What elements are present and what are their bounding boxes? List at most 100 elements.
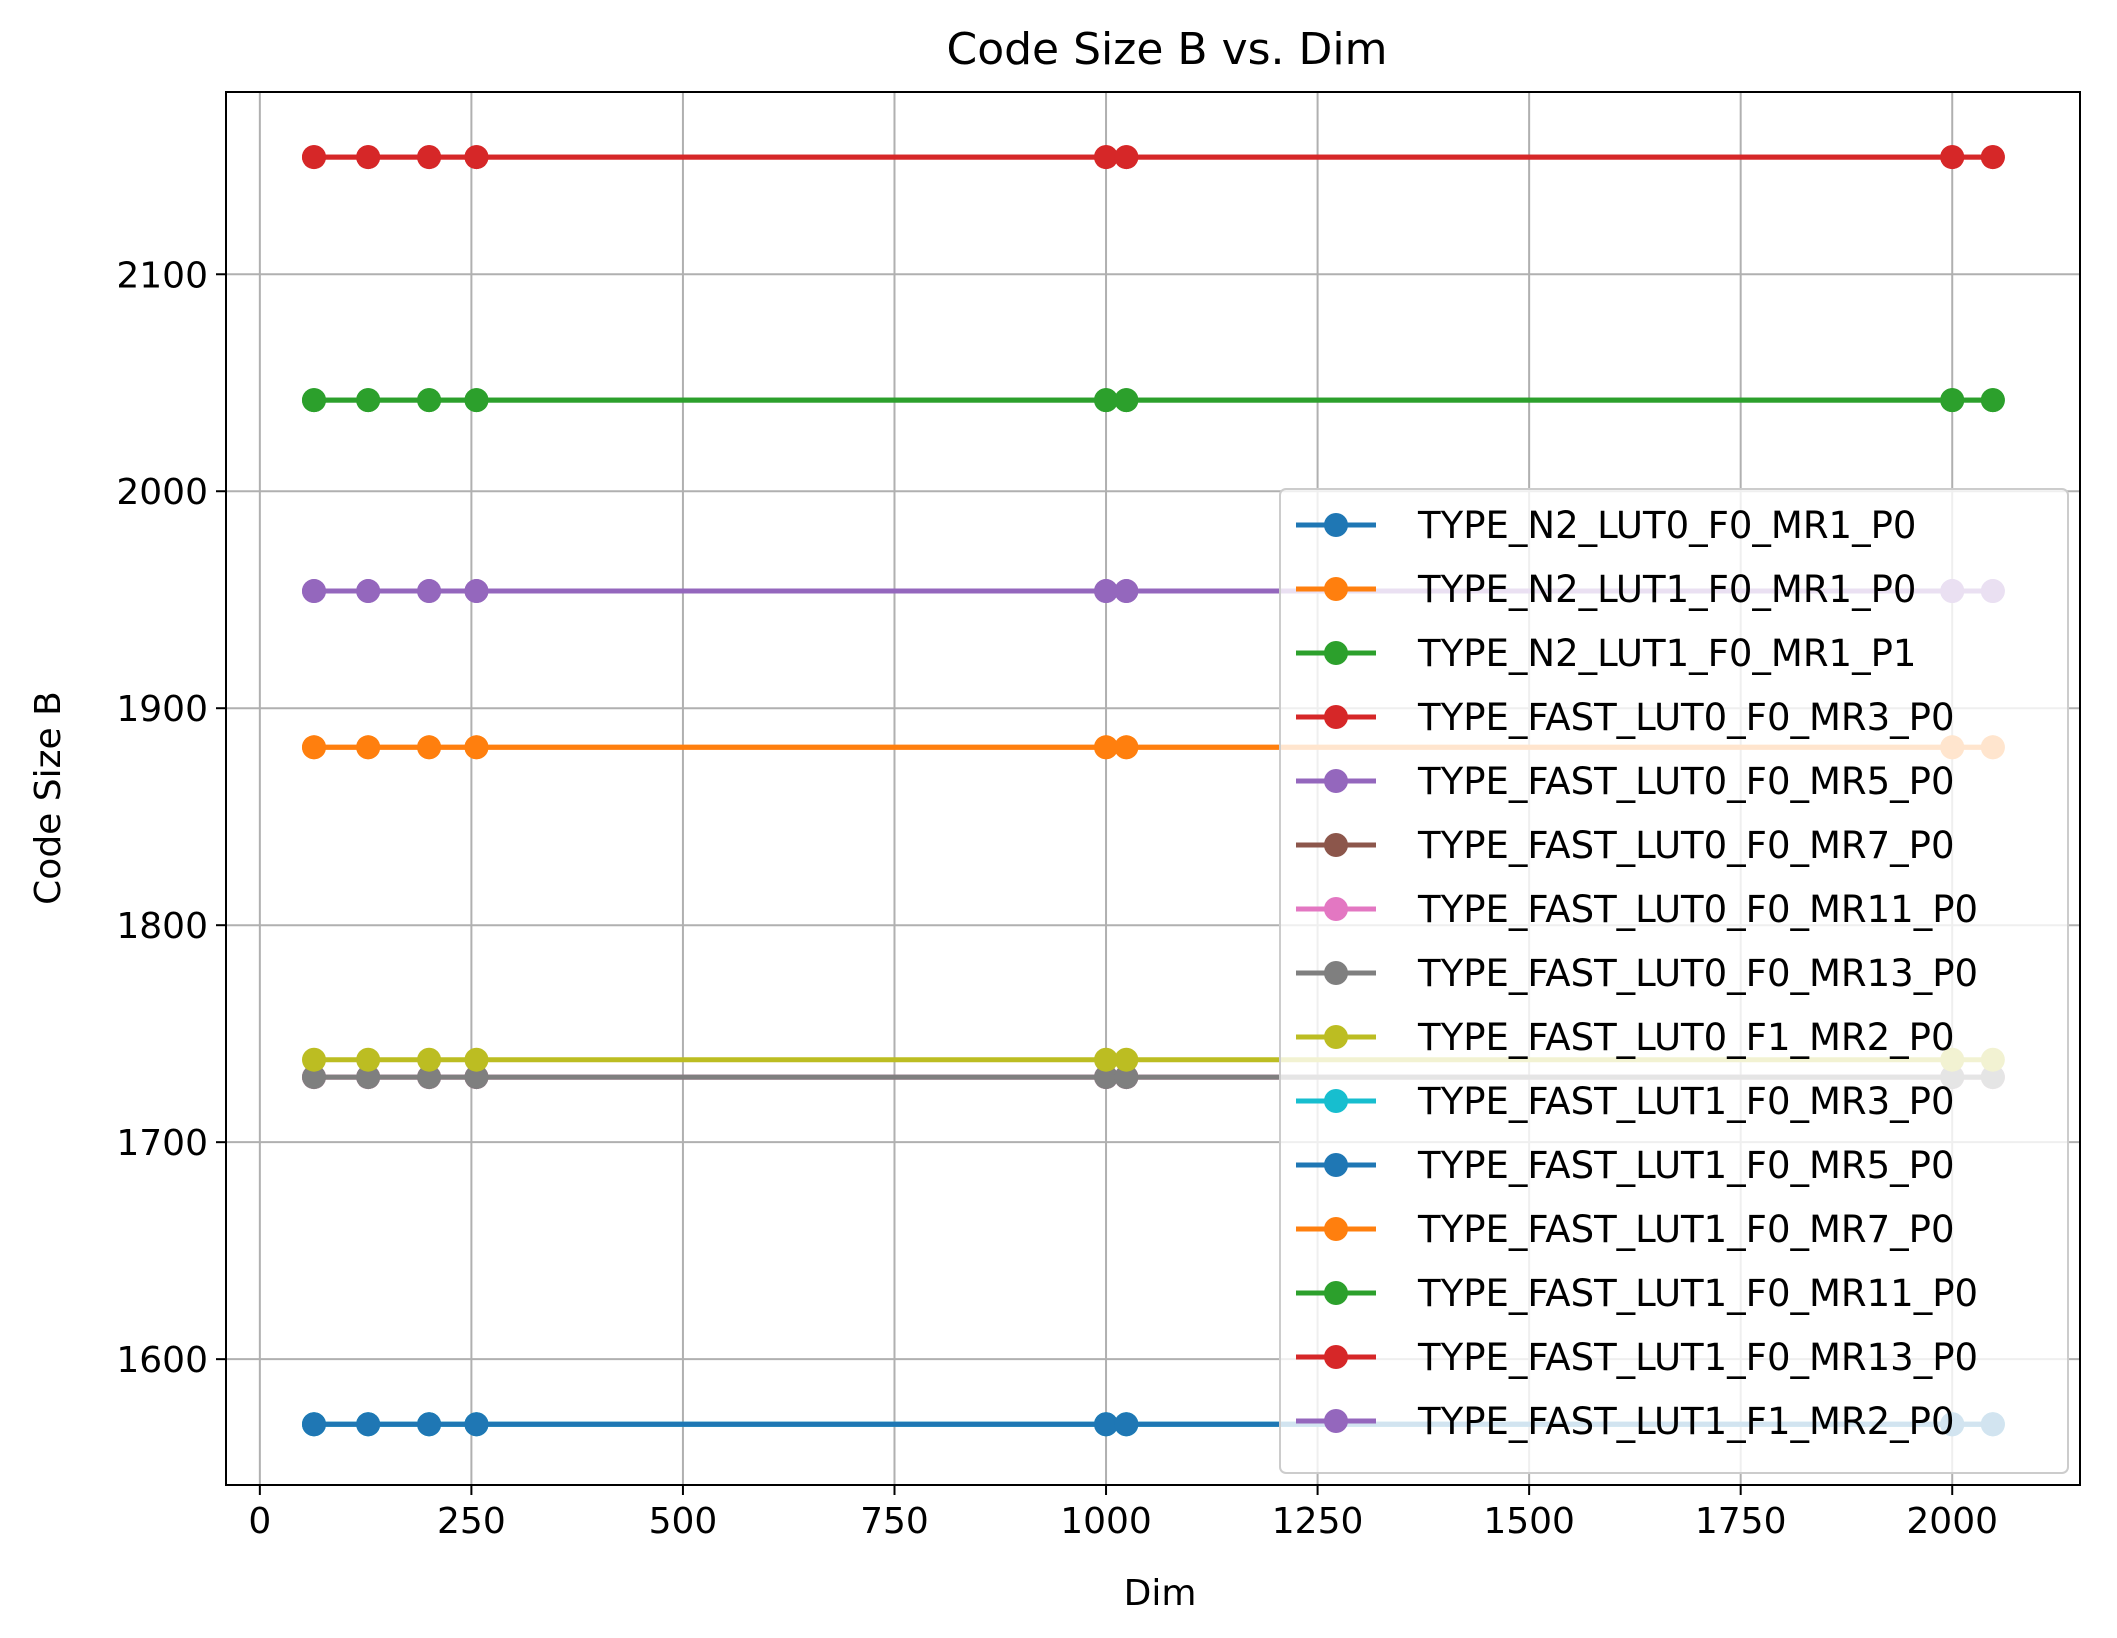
chart-title: Code Size B vs. Dim xyxy=(946,24,1387,75)
data-point xyxy=(464,145,489,170)
data-point xyxy=(1094,388,1119,413)
data-point xyxy=(356,388,381,413)
legend-label: TYPE_FAST_LUT0_F0_MR13_P0 xyxy=(1417,952,1978,995)
data-point xyxy=(464,579,489,604)
data-point xyxy=(1114,735,1139,760)
x-tick-label: 500 xyxy=(649,1501,718,1542)
data-point xyxy=(302,735,327,760)
data-point xyxy=(417,388,442,413)
x-tick-label: 1000 xyxy=(1060,1501,1152,1542)
legend-label: TYPE_FAST_LUT0_F0_MR3_P0 xyxy=(1417,696,1955,739)
legend-marker xyxy=(1324,1217,1348,1241)
legend-box xyxy=(1279,488,2069,1474)
data-point xyxy=(302,1412,327,1437)
y-tick-label: 1700 xyxy=(116,1123,208,1164)
data-point xyxy=(1114,145,1139,170)
legend-entry: TYPE_FAST_LUT0_F1_MR2_P0 xyxy=(1296,1016,1955,1059)
plot-frame xyxy=(225,91,2081,1486)
data-point xyxy=(1940,388,1965,413)
x-axis-label: Dim xyxy=(1124,1573,1197,1614)
legend-label: TYPE_N2_LUT0_F0_MR1_P0 xyxy=(1417,504,1916,547)
legend-entry: TYPE_N2_LUT1_F0_MR1_P1 xyxy=(1296,632,1916,675)
data-point xyxy=(1094,145,1119,170)
legend-entry: TYPE_FAST_LUT1_F0_MR11_P0 xyxy=(1296,1272,1978,1315)
axes: 0 250 500 750 1000 1250 1500 1750 2000 1600 1700 18… xyxy=(116,91,2081,1542)
x-tick-label: 250 xyxy=(437,1501,506,1542)
legend-marker xyxy=(1324,513,1348,537)
legend-label: TYPE_FAST_LUT1_F1_MR2_P0 xyxy=(1417,1400,1955,1443)
data-point xyxy=(302,1065,327,1090)
legend-entry: TYPE_FAST_LUT1_F1_MR2_P0 xyxy=(1296,1400,1955,1443)
x-tick-label: 2000 xyxy=(1906,1501,1998,1542)
data-point xyxy=(464,1065,489,1090)
data-point xyxy=(464,388,489,413)
legend-label: TYPE_FAST_LUT1_F0_MR3_P0 xyxy=(1417,1080,1955,1123)
data-point xyxy=(417,1065,442,1090)
data-point xyxy=(1094,1047,1119,1072)
legend-marker xyxy=(1324,641,1348,665)
data-point xyxy=(464,1412,489,1437)
legend-entry: TYPE_FAST_LUT1_F0_MR7_P0 xyxy=(1296,1208,1955,1251)
data-point xyxy=(464,735,489,760)
data-point xyxy=(417,145,442,170)
data-point xyxy=(1940,145,1965,170)
x-tick-label: 0 xyxy=(248,1501,271,1542)
legend-label: TYPE_FAST_LUT1_F0_MR7_P0 xyxy=(1417,1208,1955,1251)
y-tick-label: 1800 xyxy=(116,906,208,947)
data-point xyxy=(1114,1065,1139,1090)
data-point xyxy=(356,1047,381,1072)
data-point xyxy=(417,1047,442,1072)
legend-label: TYPE_FAST_LUT1_F0_MR5_P0 xyxy=(1417,1144,1955,1187)
legend-marker xyxy=(1324,1345,1348,1369)
legend-label: TYPE_N2_LUT1_F0_MR1_P1 xyxy=(1417,632,1916,675)
x-tick-label: 1250 xyxy=(1272,1501,1364,1542)
data-point xyxy=(464,1047,489,1072)
data-point xyxy=(1980,145,2005,170)
legend-label: TYPE_FAST_LUT1_F0_MR13_P0 xyxy=(1417,1336,1978,1379)
data-point xyxy=(417,579,442,604)
data-point xyxy=(1114,1412,1139,1437)
legend-marker xyxy=(1324,577,1348,601)
legend-label: TYPE_FAST_LUT0_F0_MR7_P0 xyxy=(1417,824,1955,867)
legend-marker xyxy=(1324,833,1348,857)
data-point xyxy=(356,1065,381,1090)
data-point xyxy=(356,1412,381,1437)
legend-entry: TYPE_FAST_LUT0_F0_MR11_P0 xyxy=(1296,888,1978,931)
legend-label: TYPE_FAST_LUT1_F0_MR11_P0 xyxy=(1417,1272,1978,1315)
legend-entry: TYPE_N2_LUT1_F0_MR1_P0 xyxy=(1296,568,1916,611)
legend-label: TYPE_FAST_LUT0_F1_MR2_P0 xyxy=(1417,1016,1955,1059)
legend: TYPE_N2_LUT0_F0_MR1_P0 TYPE_N2_LUT1_F0_MR… xyxy=(1279,488,2069,1474)
y-axis-label: Code Size B xyxy=(28,691,69,905)
data-point xyxy=(1114,579,1139,604)
data-point xyxy=(302,145,327,170)
data-point xyxy=(417,1412,442,1437)
legend-marker xyxy=(1324,961,1348,985)
x-tick-label: 1500 xyxy=(1483,1501,1575,1542)
data-point xyxy=(302,1047,327,1072)
legend-entry: TYPE_FAST_LUT1_F0_MR3_P0 xyxy=(1296,1080,1955,1123)
legend-marker xyxy=(1324,1281,1348,1305)
legend-label: TYPE_FAST_LUT0_F0_MR5_P0 xyxy=(1417,760,1955,803)
data-point xyxy=(356,735,381,760)
legend-marker xyxy=(1324,769,1348,793)
legend-entry: TYPE_FAST_LUT1_F0_MR5_P0 xyxy=(1296,1144,1955,1187)
series xyxy=(302,388,2005,413)
data-point xyxy=(1114,1047,1139,1072)
legend-entry: TYPE_FAST_LUT0_F0_MR13_P0 xyxy=(1296,952,1978,995)
legend-label: TYPE_FAST_LUT0_F0_MR11_P0 xyxy=(1417,888,1978,931)
x-tick-label: 750 xyxy=(860,1501,929,1542)
legend-marker xyxy=(1324,705,1348,729)
x-tick-label: 1750 xyxy=(1695,1501,1787,1542)
legend-marker xyxy=(1324,1025,1348,1049)
data-point xyxy=(1094,1412,1119,1437)
data-point xyxy=(1980,388,2005,413)
data-point xyxy=(1094,579,1119,604)
data-point xyxy=(417,735,442,760)
data-point xyxy=(1114,388,1139,413)
data-point xyxy=(302,388,327,413)
legend-entry: TYPE_FAST_LUT1_F0_MR13_P0 xyxy=(1296,1336,1978,1379)
data-point xyxy=(1094,735,1119,760)
legend-entry: TYPE_FAST_LUT0_F0_MR5_P0 xyxy=(1296,760,1955,803)
legend-entry: TYPE_N2_LUT0_F0_MR1_P0 xyxy=(1296,504,1916,547)
y-tick-label: 2000 xyxy=(116,472,208,513)
